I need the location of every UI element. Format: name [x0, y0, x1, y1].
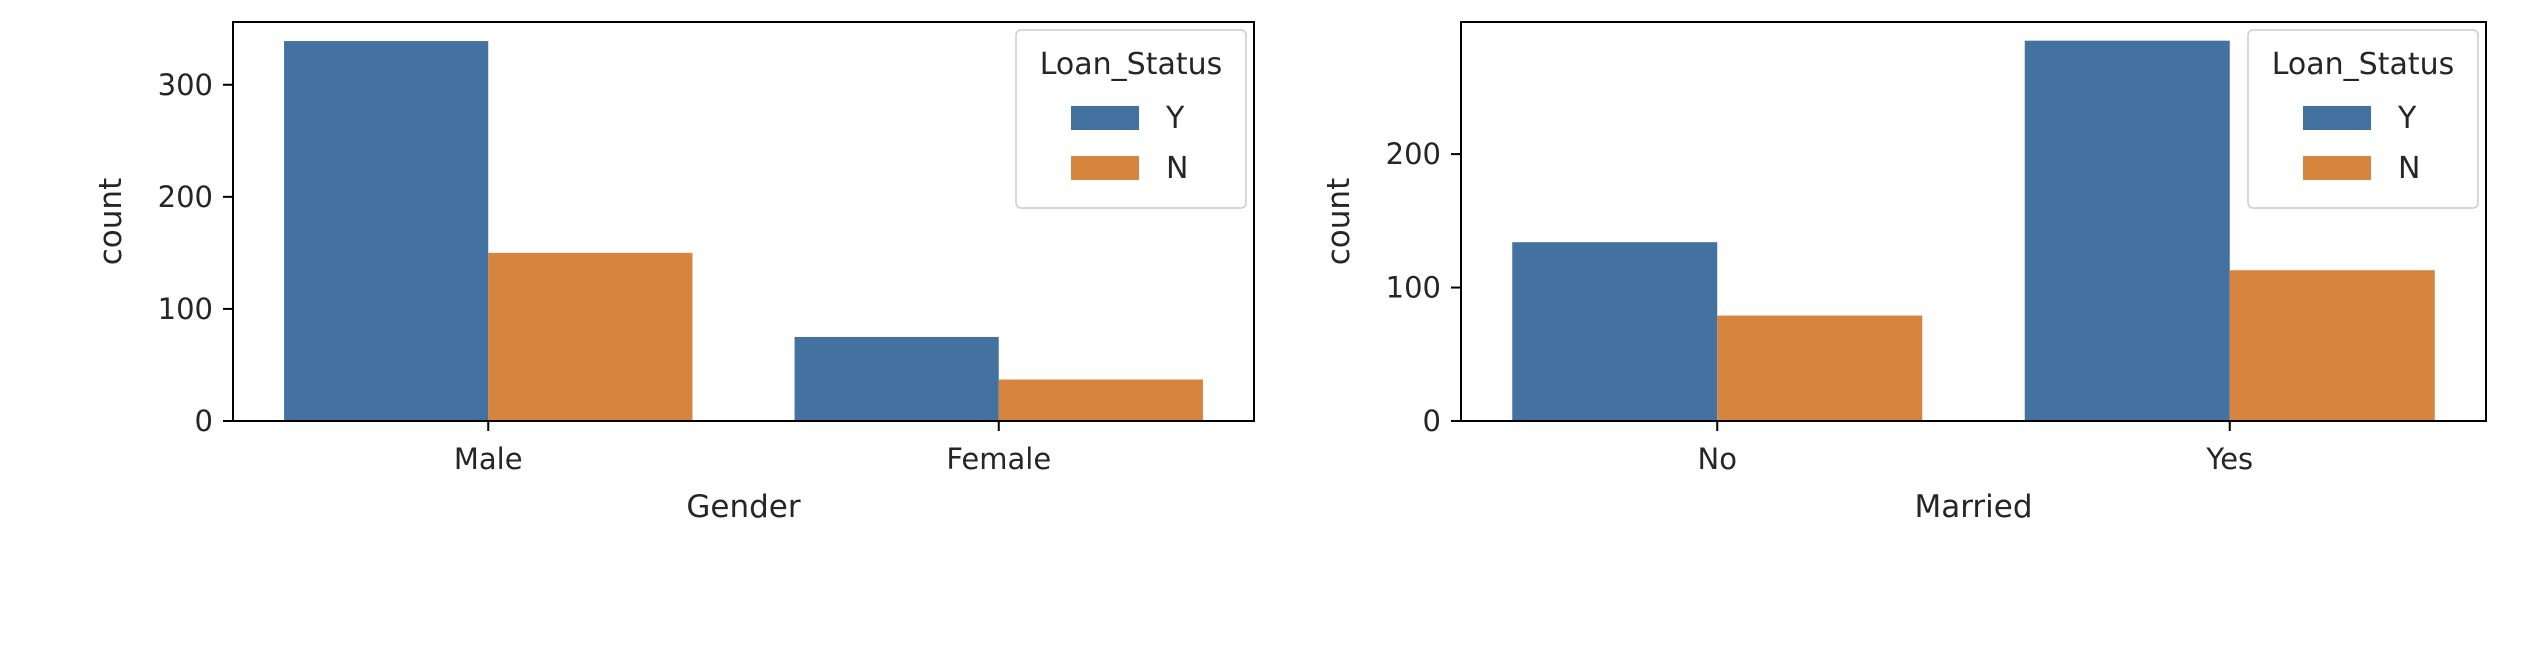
legend-label-y: Y [2397, 101, 2417, 136]
plot-frame [1460, 21, 2487, 422]
legend-title: Loan_Status [2272, 47, 2455, 82]
legend-swatch-n [2303, 156, 2371, 180]
y-tick-label: 100 [158, 292, 213, 326]
legend: Loan_Status YN [1015, 29, 1247, 209]
y-tick-label: 0 [1423, 404, 1441, 438]
x-axis-label: Married [1914, 489, 2032, 525]
legend-swatch-y [2303, 106, 2371, 130]
y-axis-label: count [1321, 178, 1357, 265]
legend-swatch-y [1071, 106, 1139, 130]
bar-y-female [794, 336, 999, 421]
bar-y-no [1512, 242, 1718, 421]
x-tick-label: No [1698, 442, 1737, 476]
y-tick-label: 200 [158, 180, 213, 214]
x-tick-label: Male [454, 442, 523, 476]
bar-n-male [488, 252, 693, 421]
y-tick-label: 300 [158, 68, 213, 102]
x-tick-label: Female [946, 442, 1051, 476]
x-axis-label: Gender [686, 489, 800, 525]
legend-label-y: Y [1165, 101, 1185, 136]
legend: Loan_Status YN [2247, 29, 2479, 209]
chart-panel-1: 0 100 200 300 Male Female Gender count Loan_Stat… [93, 21, 1255, 525]
bar-n-no [1717, 315, 1923, 421]
x-tick-label: Yes [2205, 442, 2253, 476]
chart-panel-2: 0 100 200 No Yes Married count Loan_Status YN [1321, 21, 2487, 525]
y-axis-label: count [93, 178, 129, 265]
legend-label-n: N [1166, 151, 1188, 186]
bar-n-yes [2229, 270, 2435, 421]
legend-swatch-n [1071, 156, 1139, 180]
y-tick-label: 0 [195, 404, 213, 438]
bar-y-yes [2024, 40, 2230, 421]
legend-title: Loan_Status [1040, 47, 1223, 82]
bar-n-female [998, 379, 1203, 421]
legend-label-n: N [2398, 151, 2420, 186]
y-tick-label: 100 [1386, 271, 1441, 305]
bar-y-male [284, 41, 489, 421]
y-tick-label: 200 [1386, 137, 1441, 171]
plot-frame [232, 21, 1255, 422]
